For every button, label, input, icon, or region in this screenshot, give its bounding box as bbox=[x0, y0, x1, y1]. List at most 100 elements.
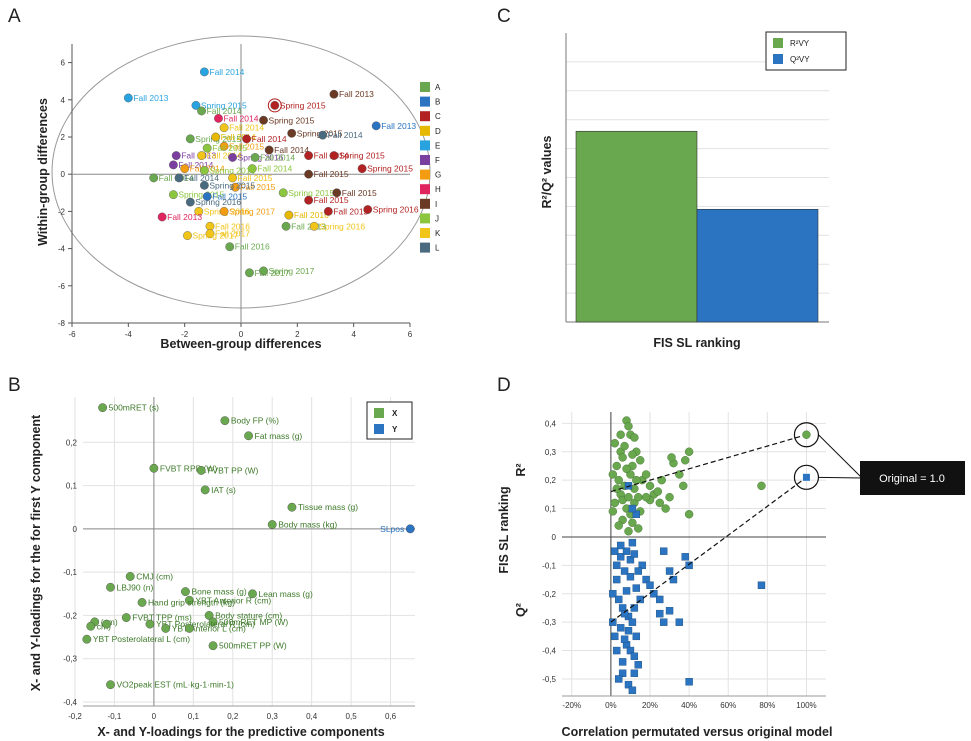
panel-letter-b: B bbox=[8, 375, 21, 396]
chart-d-q2-point bbox=[613, 646, 621, 655]
chart-a-point-label: Fall 2013 bbox=[381, 121, 416, 131]
chart-b-ytick-label: 0,1 bbox=[66, 482, 78, 491]
chart-b-xtick-label: 0,6 bbox=[385, 712, 397, 721]
chart-d-q2-point bbox=[613, 575, 621, 584]
chart-a-legend-label: J bbox=[435, 214, 439, 223]
chart-d-q2-point bbox=[632, 632, 641, 641]
chart-a-point bbox=[225, 242, 235, 252]
chart-b-point bbox=[82, 634, 92, 644]
chart-a-point bbox=[171, 151, 181, 161]
chart-d-r2-point bbox=[665, 493, 674, 502]
chart-b-point bbox=[98, 403, 108, 413]
chart-a-point bbox=[199, 180, 209, 190]
chart-a-point bbox=[242, 134, 252, 144]
chart-c-legend-box bbox=[765, 31, 847, 71]
chart-a-point bbox=[287, 128, 297, 138]
chart-c-bar bbox=[575, 130, 698, 323]
chart-b-point-label: SLpos bbox=[380, 524, 404, 534]
chart-d-ytick-label: 0 bbox=[552, 533, 557, 542]
chart-b-xtick-label: -0,2 bbox=[68, 712, 82, 721]
chart-b-xtick-label: 0,2 bbox=[227, 712, 239, 721]
chart-a-legend-label: A bbox=[435, 83, 441, 92]
chart-a-point bbox=[185, 197, 195, 207]
chart-a-point bbox=[205, 221, 215, 231]
panel-letter-a: A bbox=[8, 6, 21, 27]
chart-d-ytick-label: 0,4 bbox=[545, 419, 557, 428]
chart-b-point-label: FVBT TPP (ms) bbox=[132, 613, 192, 623]
chart-d-q2-point bbox=[642, 575, 650, 584]
chart-c-legend-label: Q²VY bbox=[790, 55, 810, 64]
chart-a-point bbox=[304, 195, 313, 205]
chart-b-point bbox=[149, 463, 159, 473]
chart-a-point bbox=[270, 100, 280, 110]
chart-d-r2-point bbox=[620, 441, 629, 451]
chart-a-point bbox=[197, 151, 206, 161]
chart-a-point bbox=[228, 173, 237, 183]
chart-d-q2-point bbox=[618, 669, 627, 677]
chart-a-point bbox=[174, 173, 184, 183]
chart-a-xtick-label: 4 bbox=[351, 330, 356, 339]
chart-d-xtick-label: 20% bbox=[642, 701, 658, 710]
chart-a-point bbox=[357, 164, 367, 174]
chart-a-legend-label: L bbox=[435, 244, 440, 253]
chart-a-point-label: Fall 2014 bbox=[274, 145, 309, 155]
chart-c-bar bbox=[696, 208, 819, 323]
chart-b-legend-swatch bbox=[374, 424, 384, 434]
chart-d-r2-point bbox=[608, 470, 618, 479]
chart-d-r2-point bbox=[653, 487, 663, 496]
chart-b-xtick-label: 0,5 bbox=[346, 712, 358, 721]
chart-b-xtick-label: 0,3 bbox=[267, 712, 279, 721]
chart-a-point-label: Fall 2014 bbox=[207, 151, 242, 161]
chart-d-r2-point bbox=[667, 453, 676, 462]
chart-a-point-label: Fall 2015 bbox=[212, 192, 247, 202]
chart-d-ytick-label: -0,5 bbox=[542, 675, 556, 684]
chart-b-point bbox=[145, 619, 155, 629]
chart-a-point-label: Spring 2016 bbox=[238, 152, 284, 162]
chart-b-point bbox=[220, 416, 230, 426]
chart-c-legend-swatch bbox=[773, 54, 783, 64]
chart-c-ylabel: R²/Q² values bbox=[540, 135, 554, 208]
chart-a-point bbox=[202, 143, 212, 153]
chart-d-q2-point bbox=[609, 618, 617, 626]
chart-d-annotation-box bbox=[860, 461, 965, 495]
chart-a-point-label: Spring 2016 bbox=[373, 205, 419, 215]
panel-letter-c: C bbox=[497, 6, 511, 27]
chart-d-xtick-label: 0% bbox=[605, 701, 617, 710]
chart-d-r2-point bbox=[679, 481, 688, 491]
chart-b-point bbox=[248, 589, 257, 599]
chart-d-q2-original bbox=[802, 473, 810, 481]
chart-d-r2-point bbox=[616, 430, 625, 439]
chart-b-point-label: Bone mass (g) bbox=[191, 587, 246, 597]
chart-b-legend-box bbox=[366, 401, 413, 440]
chart-a-legend-swatch bbox=[420, 213, 430, 224]
chart-a-legend-swatch bbox=[420, 140, 430, 151]
chart-b-xtick-label: -0,1 bbox=[108, 712, 122, 721]
chart-a-point-label: Fall 2013 bbox=[333, 206, 368, 216]
chart-d-r2-point bbox=[634, 524, 643, 533]
chart-a-point bbox=[371, 121, 381, 131]
chart-b-point-label: IAT (s) bbox=[211, 485, 236, 495]
chart-d-q2-point bbox=[685, 678, 693, 686]
chart-d-q2-point bbox=[757, 581, 766, 589]
chart-d-r2-point bbox=[614, 521, 623, 530]
chart-d-q2-point bbox=[624, 626, 633, 635]
chart-a-point bbox=[149, 173, 159, 183]
chart-a-xtick-label: 0 bbox=[239, 330, 244, 339]
chart-a-xtick-label: -2 bbox=[181, 330, 189, 339]
chart-a-legend-label: B bbox=[435, 98, 440, 107]
chart-d-q2-point bbox=[616, 553, 625, 561]
chart-a-point-label: Spring 2017 bbox=[269, 266, 315, 276]
chart-d-q2-point bbox=[634, 567, 642, 575]
chart-b-point bbox=[196, 466, 206, 475]
chart-b-point-label: FVBT PP (W) bbox=[207, 465, 258, 475]
chart-d-r2-point bbox=[655, 498, 664, 508]
chart-b-point bbox=[121, 613, 131, 622]
chart-d-xlabel: Correlation permutated versus original m… bbox=[562, 725, 833, 739]
chart-d-q2-point bbox=[626, 573, 635, 581]
chart-c: R²VY Q²VY FIS SL ranking R²/Q² values bbox=[540, 31, 847, 350]
chart-d-r2-point bbox=[610, 498, 619, 508]
chart-d-r2-point bbox=[645, 481, 655, 491]
chart-b-point bbox=[267, 520, 277, 529]
chart-a-legend-swatch bbox=[420, 111, 430, 122]
chart-a-point-label: Spring 2016 bbox=[319, 221, 365, 231]
